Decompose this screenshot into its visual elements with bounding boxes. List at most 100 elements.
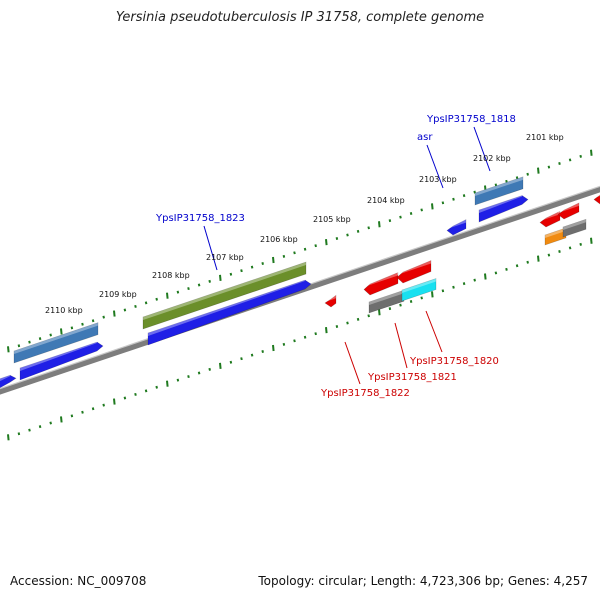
gene-asr-highlight [447, 219, 466, 229]
lower-ruler-tick [346, 321, 349, 325]
gene-label-ypsip31758-1818[interactable]: YpsIP31758_1818 [426, 114, 516, 125]
lower-ruler-tick [314, 332, 317, 336]
lower-ruler-tick [431, 291, 434, 298]
tick-label-2107: 2107 kbp [206, 253, 244, 262]
upper-ruler-tick [409, 212, 413, 216]
upper-ruler-tick [441, 201, 445, 205]
gene-blue-1823-highlight [148, 278, 305, 336]
gene-cyan-1820-highlight [402, 278, 436, 293]
lower-ruler-tick [579, 242, 582, 246]
gene-gray-right-highlight [563, 219, 586, 230]
lower-ruler-tick [38, 425, 42, 429]
upper-ruler-tick [187, 287, 190, 291]
upper-ruler-tick [123, 308, 127, 312]
gene-red-1822a-highlight [364, 272, 398, 287]
lower-ruler-tick [473, 278, 476, 282]
upper-ruler-tick [356, 229, 360, 233]
gene-blue-1818 [478, 195, 529, 223]
lower-ruler-tick [367, 314, 370, 318]
lower-ruler-tick [144, 389, 148, 393]
upper-ruler-tick [303, 247, 307, 251]
lower-ruler-tick [515, 264, 519, 268]
upper-ruler-tick [346, 233, 349, 237]
upper-ruler-tick [219, 274, 222, 281]
lower-ruler-tick [547, 253, 551, 257]
tick-label-2108: 2108 kbp [152, 271, 190, 280]
lower-ruler-tick [123, 396, 127, 400]
lower-ruler-tick [303, 335, 307, 339]
lower-ruler-tick [399, 303, 402, 307]
upper-ruler-tick [155, 297, 158, 301]
upper-ruler-tick [113, 310, 116, 317]
pointer-asr [426, 144, 444, 189]
gene-steel-1 [13, 322, 99, 364]
tick-label-2104: 2104 kbp [367, 196, 405, 205]
lower-ruler-tick [219, 362, 222, 369]
lower-ruler-tick [568, 246, 572, 250]
gene-label-ypsip31758-1821[interactable]: YpsIP31758_1821 [367, 372, 457, 383]
gene-red-1821a [396, 260, 432, 284]
upper-ruler-tick [335, 237, 339, 241]
lower-ruler-tick [282, 342, 286, 346]
gene-gray-1821 [368, 289, 405, 314]
upper-ruler-tick [91, 319, 95, 323]
label-pointers [203, 126, 491, 385]
gene-label-ypsip31758-1820[interactable]: YpsIP31758_1820 [409, 356, 499, 367]
lower-ruler-tick [452, 285, 455, 289]
gene-label-ypsip31758-1823[interactable]: YpsIP31758_1823 [155, 213, 245, 224]
genome-summary-text: Topology: circular; Length: 4,723,306 bp… [258, 574, 588, 588]
upper-ruler-tick [579, 154, 582, 158]
gene-blue-1823 [147, 279, 312, 346]
lower-ruler-tick [356, 317, 360, 321]
gene-red-1822a [363, 272, 399, 296]
upper-ruler-tick [420, 208, 423, 212]
lower-ruler-tick [537, 255, 540, 262]
upper-ruler-tick [166, 292, 169, 299]
lower-ruler-tick [187, 375, 190, 379]
gene-label-ypsip31758-1822[interactable]: YpsIP31758_1822 [320, 388, 410, 399]
lower-ruler-tick [49, 421, 52, 425]
lower-ruler-tick [526, 260, 529, 264]
gene-olive-1823 [142, 261, 307, 330]
gene-red-edge [593, 194, 600, 205]
upper-ruler-tick [144, 301, 148, 305]
lower-ruler-tick [441, 289, 445, 293]
lower-ruler-tick [166, 380, 169, 387]
accession-text: Accession: NC_009708 [10, 574, 147, 588]
gene-label-asr[interactable]: asr [417, 132, 433, 143]
upper-ruler-tick [38, 337, 42, 341]
lower-ruler-tick [420, 296, 423, 300]
upper-ruler-tick [17, 344, 21, 348]
upper-ruler-tick [240, 269, 243, 273]
lower-ruler-tick [590, 237, 593, 244]
lower-ruler-tick [17, 432, 21, 436]
gene-asr [446, 219, 467, 236]
tick-label-2109: 2109 kbp [99, 290, 137, 299]
gene-red-right1-highlight [540, 211, 560, 221]
lower-ruler-tick [494, 271, 498, 275]
kbp-labels: 2101 kbp 2102 kbp 2103 kbp 2104 kbp 2105… [45, 133, 564, 315]
upper-ruler-tick [293, 251, 296, 255]
gene-orange-highlight [545, 227, 566, 238]
lower-ruler-tick [335, 325, 339, 329]
lower-ruler-tick [261, 350, 264, 354]
tick-label-2110: 2110 kbp [45, 306, 83, 315]
pointer-1823 [203, 225, 218, 271]
upper-ruler-tick [558, 162, 561, 165]
gene-red-edge-highlight [594, 192, 600, 198]
upper-ruler-tick [28, 340, 31, 344]
gene-steel-1818 [474, 176, 524, 206]
lower-ruler-tick [558, 250, 561, 253]
upper-ruler-tick [176, 290, 180, 294]
lower-ruler [7, 237, 593, 441]
upper-ruler-tick [49, 333, 52, 337]
upper-ruler-tick [537, 167, 540, 174]
pointer-1818 [473, 126, 491, 172]
lower-ruler-tick [176, 378, 180, 382]
upper-ruler-tick [60, 328, 63, 335]
lower-ruler-tick [134, 392, 137, 396]
gene-red-right2 [557, 202, 580, 220]
lower-ruler-tick [229, 360, 233, 364]
lower-ruler-tick [388, 307, 392, 311]
